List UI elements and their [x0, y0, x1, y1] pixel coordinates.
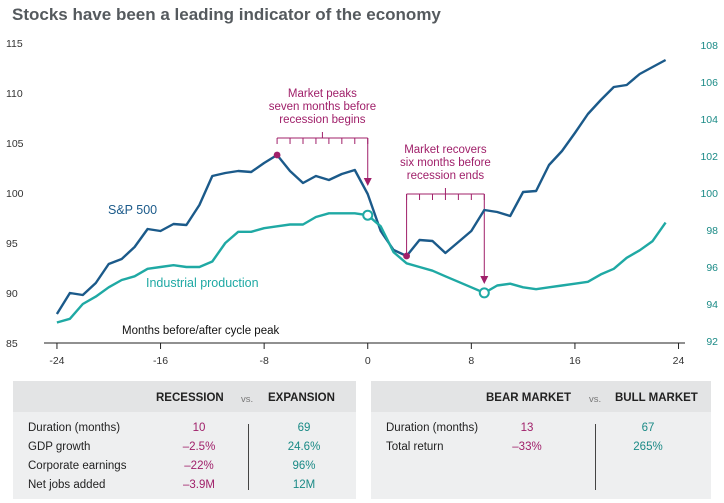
market-peak-marker	[273, 151, 281, 159]
y-right-tick-label: 92	[706, 336, 718, 348]
row-label: Duration (months)	[386, 422, 479, 434]
y-right-tick-label: 104	[700, 114, 718, 126]
x-tick-label: 16	[569, 355, 581, 367]
row-label: Duration (months)	[28, 422, 121, 434]
annotation-text: recession ends	[407, 170, 485, 182]
x-tick-label: 24	[673, 355, 685, 367]
y-left-tick-label: 85	[6, 338, 18, 350]
series-layer	[55, 58, 667, 324]
chart-title: Stocks have been a leading indicator of …	[12, 5, 441, 24]
recession-expansion-table: RECESSION vs. EXPANSION Duration (months…	[13, 381, 356, 499]
vs-label: vs.	[241, 394, 254, 405]
y-right-tick-label: 100	[700, 188, 718, 200]
table-row: Total return –33% 265%	[371, 441, 711, 460]
series-label-sp500: S&P 500	[108, 203, 157, 217]
annotation-text: seven months before	[269, 101, 376, 113]
bear-value: –33%	[512, 441, 542, 453]
col-recession: RECESSION	[156, 392, 224, 404]
x-tick-label: -8	[259, 355, 268, 367]
recovery-arrowhead	[480, 276, 489, 284]
x-tick-label: 0	[365, 355, 371, 367]
row-label: Corporate earnings	[28, 460, 127, 472]
bull-value: 265%	[633, 441, 663, 453]
row-label: Total return	[386, 441, 444, 453]
series-label-industrial: Industrial production	[146, 276, 259, 290]
recession-value: –2.5%	[182, 441, 216, 453]
table-row: Net jobs added –3.9M 12M	[13, 479, 356, 498]
bear-bull-table: BEAR MARKET vs. BULL MARKET Duration (mo…	[371, 381, 711, 499]
y-left-tick-label: 100	[6, 188, 24, 200]
x-tick-label: 8	[468, 355, 474, 367]
y-right-axis: 108 106 104 102 100 98 96 94 92	[700, 40, 718, 348]
bear-value: 13	[520, 422, 534, 434]
y-right-tick-label: 94	[706, 299, 718, 311]
table-row: Duration (months) 13 67	[371, 422, 711, 441]
annotation-text: six months before	[400, 157, 491, 169]
x-axis-label: Months before/after cycle peak	[122, 325, 279, 337]
y-right-tick-label: 102	[700, 151, 718, 163]
x-tick-label: -16	[153, 355, 168, 367]
y-left-tick-label: 110	[6, 88, 23, 100]
y-right-tick-label: 108	[700, 40, 718, 52]
y-right-tick-label: 96	[706, 262, 718, 274]
row-label: GDP growth	[28, 441, 91, 453]
expansion-value: 96%	[292, 460, 316, 472]
y-right-tick-label: 98	[706, 225, 718, 237]
annotation-text: recession begins	[279, 114, 366, 126]
expansion-value: 24.6%	[287, 441, 321, 453]
annotation-text: Market recovers	[404, 144, 487, 156]
recession-value: 10	[192, 422, 206, 434]
x-axis: -24 -16 -8 0 8 16 24	[44, 342, 685, 367]
recession-end-marker	[478, 287, 490, 299]
table-divider	[595, 424, 596, 490]
recession-value: –22%	[184, 460, 214, 472]
table-header	[13, 381, 356, 412]
annotation-text: Market peaks	[288, 88, 357, 100]
col-bull-market: BULL MARKET	[615, 392, 698, 404]
table-row: GDP growth –2.5% 24.6%	[13, 441, 356, 460]
chart: Stocks have been a leading indicator of …	[6, 5, 718, 367]
vs-label: vs.	[589, 394, 602, 405]
table-row: Corporate earnings –22% 96%	[13, 460, 356, 479]
y-left-tick-label: 90	[6, 288, 18, 300]
bull-value: 67	[641, 422, 655, 434]
table-row: Duration (months) 10 69	[13, 422, 356, 441]
table-divider	[248, 424, 249, 490]
industrial-production-line	[56, 212, 667, 324]
recession-start-marker	[362, 209, 374, 221]
recession-value: –3.9M	[183, 479, 215, 491]
market-trough-marker	[403, 252, 410, 260]
row-label: Net jobs added	[28, 479, 106, 491]
y-left-tick-label: 105	[6, 138, 24, 150]
col-bear-market: BEAR MARKET	[486, 392, 571, 404]
col-expansion: EXPANSION	[268, 392, 335, 404]
expansion-value: 12M	[292, 479, 316, 491]
expansion-value: 69	[297, 422, 311, 434]
x-tick-label: -24	[49, 355, 64, 367]
sp500-line	[55, 58, 667, 315]
y-left-axis: 115 110 105 100 95 90 85	[6, 38, 24, 350]
peak-arrowhead	[363, 178, 372, 186]
y-left-tick-label: 115	[6, 38, 23, 50]
y-left-tick-label: 95	[6, 238, 18, 250]
y-right-tick-label: 106	[700, 77, 718, 89]
table-header	[371, 381, 711, 412]
